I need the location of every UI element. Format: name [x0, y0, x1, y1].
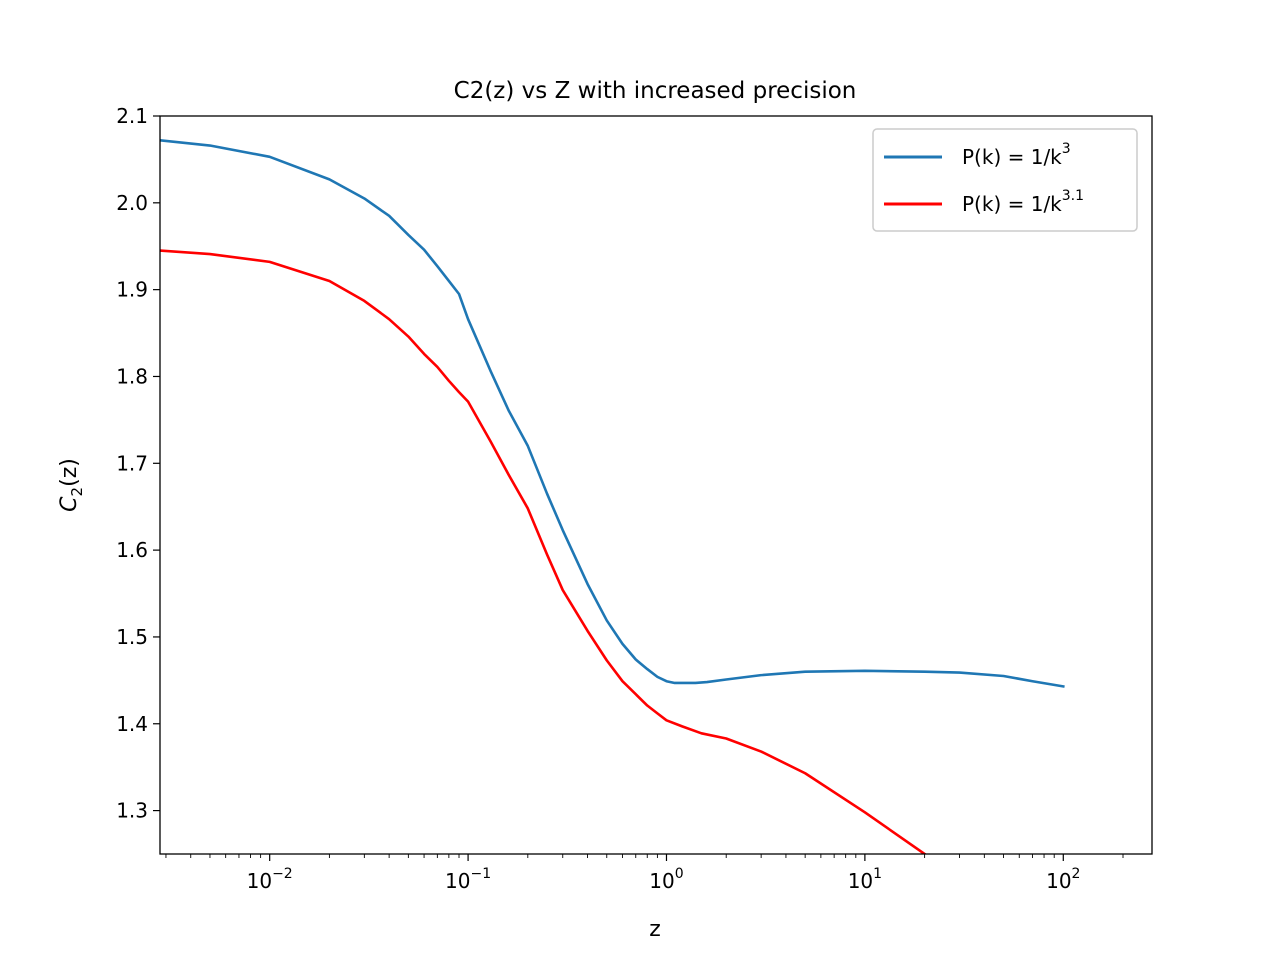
legend-label-blue-sup: 3	[1062, 141, 1071, 157]
legend-label-blue-main: P(k) = 1/k	[962, 145, 1062, 169]
x-tick-label-exp: −2	[272, 866, 293, 882]
y-tick-label: 1.6	[116, 538, 148, 562]
x-tick-label-base: 10	[1046, 869, 1071, 893]
x-tick-label: 100	[649, 866, 683, 893]
axes-frame	[159, 115, 1153, 855]
y-axis-label-sub: 2	[68, 487, 86, 497]
x-tick-label-exp: 1	[873, 866, 882, 882]
y-tick-label: 1.3	[116, 799, 148, 823]
x-tick-label: 10−1	[445, 866, 491, 893]
y-tick-label: 2.0	[116, 191, 148, 215]
y-tick-label: 2.1	[116, 104, 148, 128]
x-tick-label-exp: 2	[1072, 866, 1081, 882]
y-tick-label: 1.9	[116, 278, 148, 302]
y-tick-label: 1.4	[116, 712, 148, 736]
x-tick-label-base: 10	[649, 869, 674, 893]
series-line-blue	[160, 139, 1065, 688]
x-tick-label: 10−2	[247, 866, 293, 893]
series-line-red	[160, 249, 927, 854]
chart-title: C2(z) vs Z with increased precision	[454, 78, 857, 104]
x-tick-label: 101	[848, 866, 882, 893]
legend-label-red: P(k) = 1/k3.1	[962, 188, 1084, 216]
legend-label-red-main: P(k) = 1/k	[962, 192, 1062, 216]
y-axis-label: C2(z)	[57, 458, 86, 512]
x-tick-label: 102	[1046, 866, 1080, 893]
x-tick-label-base: 10	[247, 869, 272, 893]
y-tick-label: 1.5	[116, 625, 148, 649]
y-axis-label-rest: (z)	[57, 458, 82, 487]
svg-text:C2(z): C2(z)	[57, 458, 86, 512]
x-tick-label-base: 10	[848, 869, 873, 893]
x-tick-label-base: 10	[445, 869, 470, 893]
x-tick-label-exp: 0	[675, 866, 684, 882]
y-tick-label: 1.7	[116, 451, 148, 475]
y-tick-label: 1.8	[116, 364, 148, 388]
x-tick-label-exp: −1	[470, 866, 491, 882]
y-axis-label-base: C	[57, 496, 82, 512]
legend-label-red-sup: 3.1	[1062, 188, 1084, 204]
plot-area: 1.31.41.51.61.71.81.92.02.110−2 10−1 100 10…	[116, 104, 1153, 893]
x-axis-label: z	[649, 917, 661, 942]
legend-label-blue: P(k) = 1/k3	[962, 141, 1071, 169]
legend: P(k) = 1/k3 P(k) = 1/k3.1	[872, 128, 1138, 232]
